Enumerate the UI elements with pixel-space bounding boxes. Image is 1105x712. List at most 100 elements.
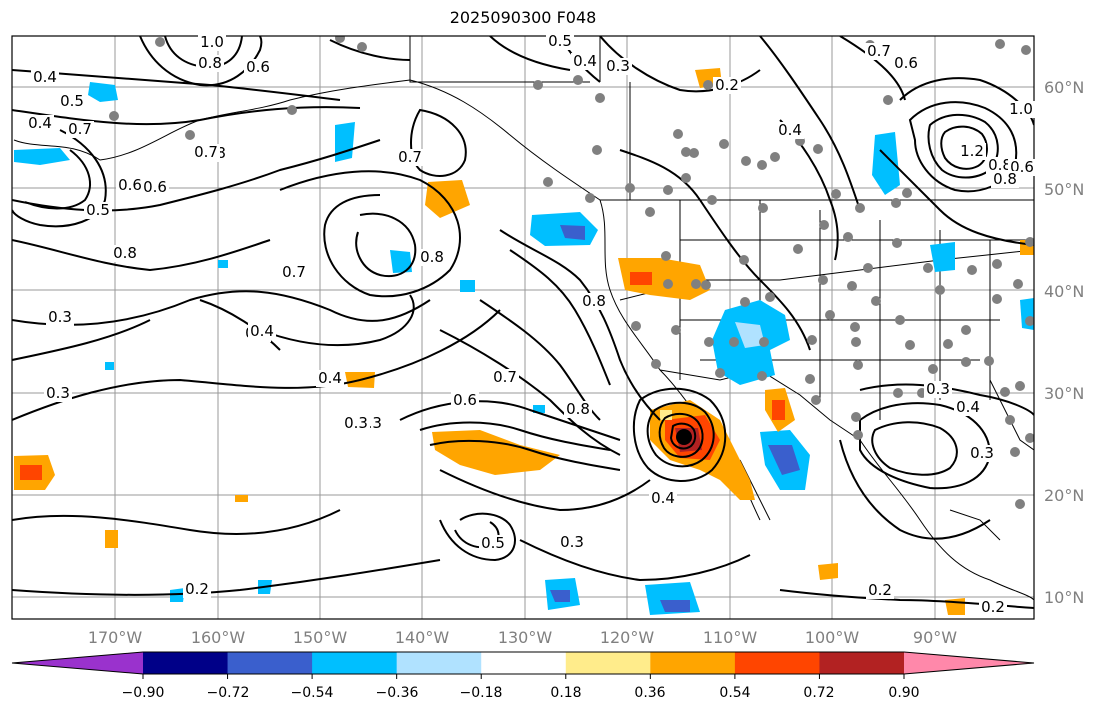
contour-label: 0.7: [398, 148, 422, 166]
colorbar-segment: [819, 652, 905, 674]
contour-label: 0.2: [981, 598, 1005, 616]
contour-label-background: [954, 399, 982, 416]
colorbar-segment: [481, 652, 567, 674]
lat-label: 20°N: [1044, 486, 1084, 505]
contour-label: 0.2: [715, 76, 739, 94]
contour-label: 1.0: [200, 33, 224, 51]
map-border: [11, 35, 1035, 620]
contour-label: 0.4: [956, 398, 980, 416]
lat-label: 10°N: [1044, 588, 1084, 607]
map-title: 2025090300 F048: [449, 8, 597, 27]
contour-label: 0.6: [246, 58, 270, 76]
colorbar-segment: [650, 652, 736, 674]
contour-label-background: [986, 157, 1014, 174]
contour-label-background: [26, 115, 54, 132]
contour-label-background: [46, 309, 74, 326]
colorbar-segment: [734, 652, 820, 674]
lon-label: 160°W: [191, 628, 246, 647]
colorbar-tick-label: −0.18: [460, 685, 503, 701]
contour-label: 0.3: [606, 57, 630, 75]
contour-label: 0.7: [194, 143, 218, 161]
colorbar-tick-label: −0.72: [207, 685, 250, 701]
contour-label: 0.2: [868, 581, 892, 599]
contour-label: 0.8: [993, 170, 1017, 188]
contour-label: 0.3: [344, 414, 368, 432]
colorbar-tick-label: 0.18: [550, 685, 581, 701]
contour-label: 0.3: [560, 533, 584, 551]
contour-label-background: [141, 179, 169, 196]
colorbar-segment: [396, 652, 482, 674]
contour-label: 0.5: [60, 92, 84, 110]
lat-label: 50°N: [1044, 180, 1084, 199]
contour-label-background: [479, 535, 507, 552]
contour-label: 0.3: [970, 444, 994, 462]
contour-label-background: [958, 143, 986, 160]
contour-label-background: [196, 55, 224, 72]
contour-label: 0.6: [143, 178, 167, 196]
contour-label-background: [44, 385, 72, 402]
contour-label-background: [558, 534, 586, 551]
contour-label: 0.5: [481, 534, 505, 552]
contour-label-background: [580, 293, 608, 310]
contour-label: 0.4: [250, 322, 274, 340]
contour-label: 0.8: [113, 244, 137, 262]
contour-label-background: [564, 401, 592, 418]
contour-label: 0.6: [894, 54, 918, 72]
contour-label-background: [316, 370, 344, 387]
contour-label-background: [248, 323, 276, 340]
contour-label: 0.8: [988, 156, 1012, 174]
contour-label: 0.4: [28, 114, 52, 132]
contour-label: 0.6: [118, 176, 142, 194]
contour-label-background: [342, 415, 370, 432]
lon-label: 150°W: [293, 628, 348, 647]
colorbar-tick-label: 0.54: [719, 685, 750, 701]
lon-label: 140°W: [395, 628, 450, 647]
contour-label-background: [116, 177, 144, 194]
contour-label-background: [396, 149, 424, 166]
contour-label-background: [865, 43, 893, 60]
contour-label-background: [546, 33, 574, 50]
contour-label-background: [1007, 101, 1035, 118]
contour-label-background: [66, 121, 94, 138]
lon-label: 90°W: [913, 628, 957, 647]
contour-label-background: [892, 55, 920, 72]
lat-label: 60°N: [1044, 78, 1084, 97]
lon-label: 170°W: [88, 628, 143, 647]
cyclone-center-marker: [676, 429, 692, 445]
contour-label-background: [451, 392, 479, 409]
contour-label-background: [991, 171, 1019, 188]
contour-label-background: [713, 77, 741, 94]
colorbar-tick-label: 0.36: [634, 685, 665, 701]
longitude-labels: 170°W 160°W 150°W 140°W 130°W 120°W 110°…: [88, 628, 957, 647]
contour-label-background: [604, 58, 632, 75]
contour-label: 0.8: [582, 292, 606, 310]
contour-label: 0.4: [778, 121, 802, 139]
contour-label-background: [491, 369, 519, 386]
contour-label: 0.8: [566, 400, 590, 418]
lat-label: 30°N: [1044, 384, 1084, 403]
contour-label-background: [979, 599, 1007, 616]
latitude-labels: 60°N 50°N 40°N 30°N 20°N 10°N: [1044, 78, 1084, 607]
contour-label-background: [776, 122, 804, 139]
contour-label-background: [84, 202, 112, 219]
colorbar-tick-label: −0.90: [122, 685, 165, 701]
contour-label-background: [58, 93, 86, 110]
contour-label: 0.7: [68, 120, 92, 138]
contour-label: 0.7: [282, 263, 306, 281]
contour-label: 0.2: [185, 580, 209, 598]
contour-label: 0.8: [198, 54, 222, 72]
contour-label-background: [968, 445, 996, 462]
contour-label-background: [31, 69, 59, 86]
contour-label-background: [571, 53, 599, 70]
colorbar-segment: [312, 652, 398, 674]
colorbar-extend-min: [12, 652, 143, 674]
contour-label-background: [866, 582, 894, 599]
colorbar-segment: [565, 652, 651, 674]
colorbar-segment: [227, 652, 313, 674]
contour-label-background: [183, 581, 211, 598]
colorbar-tick-label: 0.90: [888, 685, 919, 701]
contour-label: 0.3: [926, 380, 950, 398]
colorbar-tick-labels: −0.90 −0.72 −0.54 −0.36 −0.18 0.18 0.36 …: [122, 685, 920, 701]
contour-label: 0.7: [867, 42, 891, 60]
